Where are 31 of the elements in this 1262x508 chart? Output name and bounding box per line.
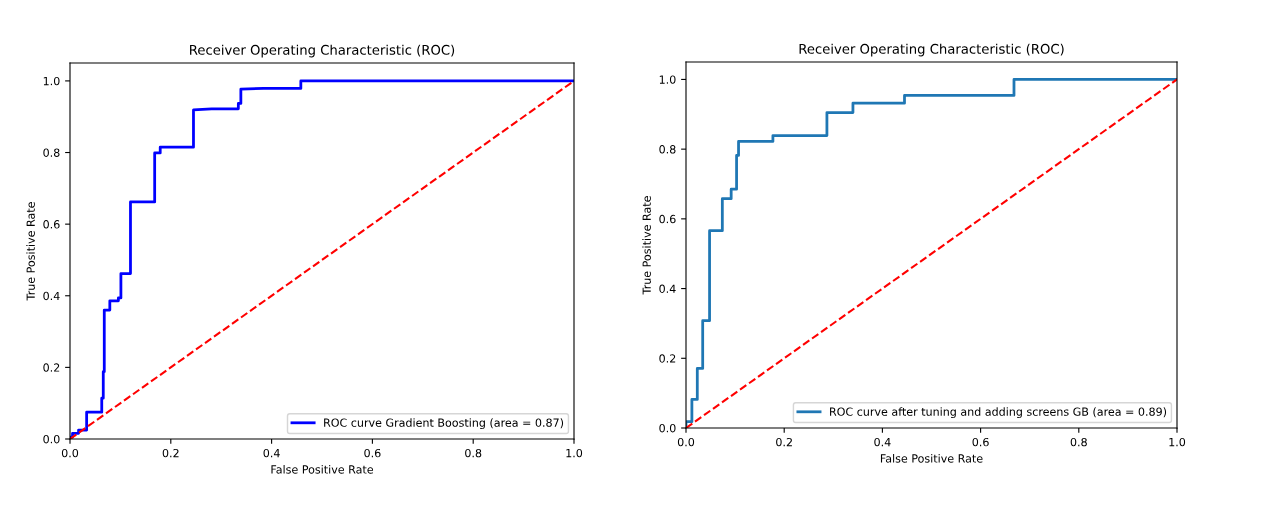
y-tick-label: 1.0 xyxy=(43,76,60,86)
x-tick-label: 0.4 xyxy=(874,437,891,447)
x-tick-label: 0.8 xyxy=(465,448,482,458)
x-axis-title: False Positive Rate xyxy=(271,465,374,474)
y-tick-label: 0.2 xyxy=(43,363,60,372)
x-tick-label: 0.2 xyxy=(162,448,179,458)
y-tick-label: 0.4 xyxy=(659,284,676,293)
x-tick-label: 0.2 xyxy=(776,437,792,447)
x-tick-label: 1.0 xyxy=(1169,437,1186,447)
x-tick-label: 0.8 xyxy=(1070,437,1087,447)
y-tick-label: 0.8 xyxy=(43,148,60,157)
y-tick-label: 0.0 xyxy=(659,423,676,433)
y-tick-label: 0.6 xyxy=(43,220,60,229)
y-tick-label: 1.0 xyxy=(659,75,676,84)
legend-label: ROC curve Gradient Boosting (area = 0.87) xyxy=(324,418,564,429)
x-tick-label: 0.0 xyxy=(677,437,695,447)
y-axis-title: True Positive Rate xyxy=(26,202,35,301)
y-tick-label: 0.8 xyxy=(659,145,676,154)
y-tick-label: 0.6 xyxy=(659,214,676,224)
x-axis-title: False Positive Rate xyxy=(880,454,983,463)
y-tick-label: 0.4 xyxy=(43,291,60,301)
x-tick-label: 0.6 xyxy=(364,448,381,458)
x-tick-label: 1.0 xyxy=(566,448,583,458)
legend-label: ROC curve after tuning and adding screens GB (area = 0.89) xyxy=(830,407,1167,418)
x-tick-label: 0.0 xyxy=(61,448,79,458)
chart-title: Receiver Operating Characteristic (ROC) xyxy=(799,43,1064,57)
x-tick-label: 0.6 xyxy=(972,437,989,447)
chart-title: Receiver Operating Characteristic (ROC) xyxy=(190,44,455,58)
y-axis-title: True Positive Rate xyxy=(642,196,651,295)
x-tick-label: 0.4 xyxy=(263,448,280,458)
y-tick-label: 0.2 xyxy=(659,354,676,363)
